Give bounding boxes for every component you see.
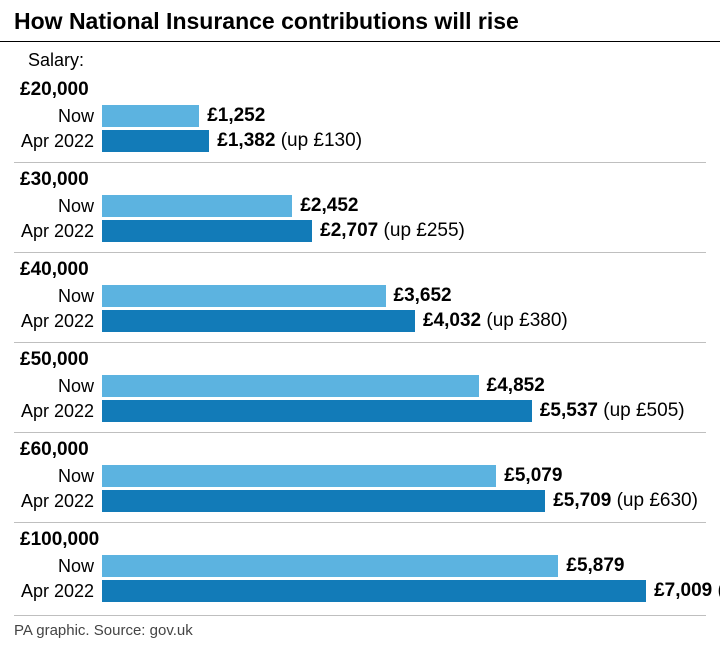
bar-wrap: £5,079 xyxy=(102,465,706,487)
value-future-main: £5,537 xyxy=(540,400,598,421)
value-now: £5,079 xyxy=(496,465,562,487)
bar-row-future: Apr 2022 £2,707 (up £255) xyxy=(14,219,706,243)
row-label-now: Now xyxy=(14,196,102,217)
bar-wrap: £5,709 (up £630) xyxy=(102,490,706,512)
bar-row-future: Apr 2022 £5,709 (up £630) xyxy=(14,489,706,513)
value-now-main: £1,252 xyxy=(207,105,265,126)
value-future-up: (up £255) xyxy=(384,220,465,241)
value-now-main: £4,852 xyxy=(487,375,545,396)
value-future: £2,707 (up £255) xyxy=(312,220,465,242)
bar-future xyxy=(102,130,209,152)
bar-now xyxy=(102,285,386,307)
bar-now xyxy=(102,465,496,487)
bar-future xyxy=(102,580,646,602)
chart-footer-wrap: PA graphic. Source: gov.uk xyxy=(14,615,706,639)
chart-footer: PA graphic. Source: gov.uk xyxy=(14,622,706,639)
value-now: £1,252 xyxy=(199,105,265,127)
chart-title: How National Insurance contributions wil… xyxy=(0,0,720,42)
row-label-future: Apr 2022 xyxy=(14,401,102,422)
salary-group: £60,000 Now £5,079 Apr 2022 £5,709 (up £630) xyxy=(14,433,706,523)
bar-row-now: Now £4,852 xyxy=(14,374,706,398)
value-now: £3,652 xyxy=(386,285,452,307)
salary-group: £20,000 Now £1,252 Apr 2022 £1,382 (up £130) xyxy=(14,73,706,163)
value-future: £4,032 (up £380) xyxy=(415,310,568,332)
value-future-up: (up £630) xyxy=(617,490,698,511)
row-label-future: Apr 2022 xyxy=(14,491,102,512)
bar-row-now: Now £5,879 xyxy=(14,554,706,578)
bar-future xyxy=(102,220,312,242)
chart-subhead: Salary: xyxy=(0,42,720,73)
bar-row-future: Apr 2022 £4,032 (up £380) xyxy=(14,309,706,333)
row-label-now: Now xyxy=(14,376,102,397)
bar-wrap: £5,879 xyxy=(102,555,706,577)
chart-groups: £20,000 Now £1,252 Apr 2022 £1,382 (up £130)… xyxy=(0,73,720,612)
value-now-main: £3,652 xyxy=(394,285,452,306)
bar-wrap: £4,852 xyxy=(102,375,706,397)
value-now: £2,452 xyxy=(292,195,358,217)
value-future: £7,009 (up £1,130) xyxy=(646,580,720,602)
salary-label: £60,000 xyxy=(14,439,89,461)
value-now-main: £5,879 xyxy=(566,555,624,576)
row-label-future: Apr 2022 xyxy=(14,131,102,152)
salary-group: £30,000 Now £2,452 Apr 2022 £2,707 (up £255) xyxy=(14,163,706,253)
value-future-main: £2,707 xyxy=(320,220,378,241)
value-future: £5,537 (up £505) xyxy=(532,400,685,422)
value-future-up: (up £380) xyxy=(486,310,567,331)
bar-future xyxy=(102,490,545,512)
bar-wrap: £1,252 xyxy=(102,105,706,127)
bar-row-future: Apr 2022£7,009 (up £1,130) xyxy=(14,579,706,603)
value-now: £4,852 xyxy=(479,375,545,397)
value-future: £5,709 (up £630) xyxy=(545,490,698,512)
row-label-now: Now xyxy=(14,556,102,577)
bar-wrap: £2,707 (up £255) xyxy=(102,220,706,242)
row-label-future: Apr 2022 xyxy=(14,581,102,602)
bar-row-now: Now £1,252 xyxy=(14,104,706,128)
value-future-main: £7,009 xyxy=(654,580,712,601)
bar-wrap: £1,382 (up £130) xyxy=(102,130,706,152)
row-label-future: Apr 2022 xyxy=(14,221,102,242)
bar-now xyxy=(102,195,292,217)
salary-group: £40,000 Now £3,652 Apr 2022 £4,032 (up £380) xyxy=(14,253,706,343)
bar-row-now: Now £2,452 xyxy=(14,194,706,218)
row-label-now: Now xyxy=(14,286,102,307)
salary-group: £100,000 Now £5,879 Apr 2022£7,009 (up £1,1… xyxy=(14,523,706,612)
bar-now xyxy=(102,375,479,397)
bar-future xyxy=(102,400,532,422)
salary-label: £40,000 xyxy=(14,259,89,281)
bar-wrap: £7,009 (up £1,130) xyxy=(102,580,720,602)
value-now-main: £2,452 xyxy=(300,195,358,216)
salary-label: £50,000 xyxy=(14,349,89,371)
salary-group: £50,000 Now £4,852 Apr 2022 £5,537 (up £505) xyxy=(14,343,706,433)
chart-frame: { "title": "How National Insurance contr… xyxy=(0,0,720,649)
value-future-main: £5,709 xyxy=(553,490,611,511)
value-now: £5,879 xyxy=(558,555,624,577)
bar-wrap: £2,452 xyxy=(102,195,706,217)
value-future-main: £4,032 xyxy=(423,310,481,331)
value-future: £1,382 (up £130) xyxy=(209,130,362,152)
bar-row-future: Apr 2022 £5,537 (up £505) xyxy=(14,399,706,423)
salary-label: £100,000 xyxy=(14,529,99,551)
value-future-main: £1,382 xyxy=(217,130,275,151)
bar-now xyxy=(102,555,558,577)
row-label-future: Apr 2022 xyxy=(14,311,102,332)
salary-label: £20,000 xyxy=(14,79,89,101)
bar-wrap: £3,652 xyxy=(102,285,706,307)
value-now-main: £5,079 xyxy=(504,465,562,486)
value-future-up: (up £505) xyxy=(603,400,684,421)
value-future-up: (up £130) xyxy=(281,130,362,151)
salary-label: £30,000 xyxy=(14,169,89,191)
bar-wrap: £4,032 (up £380) xyxy=(102,310,706,332)
row-label-now: Now xyxy=(14,106,102,127)
row-label-now: Now xyxy=(14,466,102,487)
bar-row-future: Apr 2022 £1,382 (up £130) xyxy=(14,129,706,153)
bar-row-now: Now £3,652 xyxy=(14,284,706,308)
bar-now xyxy=(102,105,199,127)
bar-row-now: Now £5,079 xyxy=(14,464,706,488)
bar-future xyxy=(102,310,415,332)
bar-wrap: £5,537 (up £505) xyxy=(102,400,706,422)
